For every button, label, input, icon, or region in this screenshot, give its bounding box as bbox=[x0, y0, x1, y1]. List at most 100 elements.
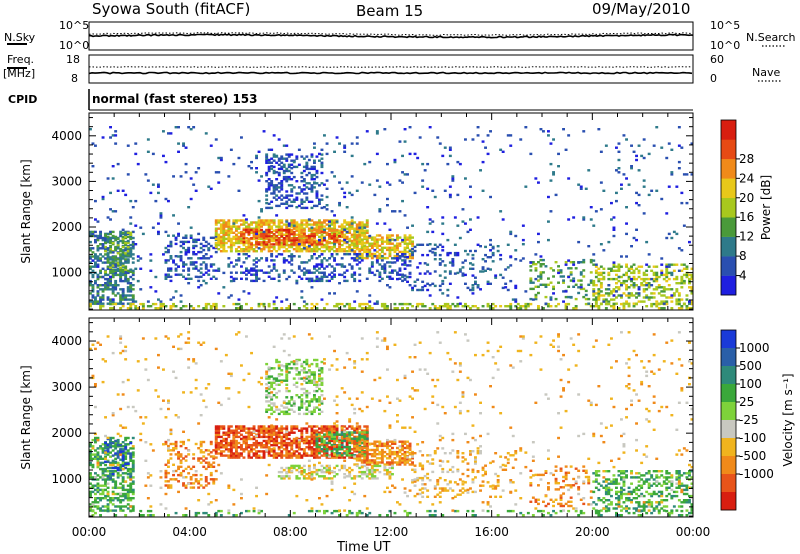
velocity-cell bbox=[219, 439, 223, 443]
velocity-cell bbox=[285, 456, 289, 459]
power-cell bbox=[285, 225, 289, 228]
velocity-cell bbox=[240, 446, 243, 449]
power-cell bbox=[396, 248, 399, 252]
power-cell bbox=[252, 221, 256, 224]
velocity-cell bbox=[340, 447, 344, 451]
power-cell bbox=[222, 286, 226, 289]
power-cell bbox=[355, 259, 359, 262]
power-cell bbox=[114, 263, 118, 266]
power-cell bbox=[650, 305, 654, 308]
velocity-cell bbox=[119, 465, 123, 469]
power-cell bbox=[370, 246, 374, 249]
velocity-cell bbox=[124, 451, 128, 454]
velocity-cell bbox=[315, 439, 319, 442]
velocity-cell bbox=[247, 452, 251, 455]
power-cell bbox=[552, 269, 555, 272]
power-cell bbox=[267, 228, 271, 232]
power-cell bbox=[270, 148, 274, 151]
power-cell bbox=[637, 144, 641, 147]
velocity-cell bbox=[94, 441, 97, 444]
power-cell bbox=[396, 244, 399, 247]
power-cell bbox=[149, 286, 153, 289]
power-cell bbox=[428, 218, 432, 221]
power-cell bbox=[602, 267, 606, 270]
power-cell bbox=[675, 277, 679, 281]
velocity-cell bbox=[260, 425, 263, 428]
velocity-cell bbox=[315, 437, 319, 440]
power-cell bbox=[330, 277, 334, 280]
power-cell bbox=[552, 171, 555, 174]
power-cell bbox=[307, 259, 311, 262]
power-cell bbox=[441, 232, 445, 236]
velocity-cell bbox=[224, 441, 228, 445]
power-cell bbox=[355, 189, 359, 192]
power-cell bbox=[313, 186, 316, 189]
power-cell bbox=[549, 298, 553, 301]
velocity-cell bbox=[335, 447, 339, 451]
velocity-cell bbox=[104, 480, 107, 483]
power-cell bbox=[348, 307, 352, 310]
power-cell bbox=[564, 295, 568, 299]
velocity-cell bbox=[237, 427, 241, 430]
power-cell bbox=[431, 247, 435, 251]
power-cell bbox=[297, 255, 301, 258]
power-cell bbox=[589, 279, 593, 282]
power-cell bbox=[313, 142, 316, 145]
power-cell bbox=[582, 269, 586, 272]
velocity-cell bbox=[202, 486, 206, 489]
power-cell bbox=[247, 232, 251, 236]
power-cell bbox=[192, 267, 196, 270]
power-cell bbox=[534, 253, 538, 256]
power-cell bbox=[360, 181, 364, 184]
power-cell bbox=[660, 307, 664, 310]
power-cell bbox=[207, 185, 211, 188]
power-cell bbox=[597, 273, 601, 277]
power-cell bbox=[114, 142, 118, 145]
power-cell bbox=[391, 271, 394, 274]
velocity-cell bbox=[111, 486, 115, 489]
power-cell bbox=[134, 305, 138, 308]
velocity-cell bbox=[282, 448, 286, 451]
power-cell bbox=[458, 268, 462, 271]
velocity-cell bbox=[124, 505, 128, 508]
power-cell bbox=[174, 255, 178, 258]
velocity-cell bbox=[285, 454, 289, 457]
velocity-cell bbox=[126, 492, 130, 496]
power-cell bbox=[315, 265, 319, 268]
velocity-cell bbox=[126, 449, 130, 452]
power-cell bbox=[124, 266, 128, 269]
power-cell bbox=[177, 142, 180, 145]
velocity-cell bbox=[335, 429, 339, 432]
power-cell bbox=[612, 294, 616, 297]
power-cell bbox=[270, 165, 274, 168]
velocity-cell bbox=[292, 441, 296, 445]
power-cell bbox=[363, 231, 367, 234]
power-cell bbox=[310, 219, 314, 222]
power-cell bbox=[615, 269, 618, 272]
power-cell bbox=[338, 302, 341, 306]
velocity-cell bbox=[121, 492, 125, 496]
power-cell bbox=[182, 305, 185, 308]
power-cell bbox=[675, 275, 679, 279]
power-cell bbox=[630, 294, 633, 297]
power-cell bbox=[280, 167, 284, 171]
power-cell bbox=[320, 153, 324, 156]
power-cell bbox=[310, 188, 314, 191]
power-cell bbox=[335, 302, 339, 306]
power-cell bbox=[96, 257, 100, 260]
power-cell bbox=[126, 144, 130, 147]
power-cell bbox=[235, 225, 238, 228]
power-cell bbox=[292, 175, 296, 179]
power-cell bbox=[300, 237, 304, 241]
power-cell bbox=[179, 244, 183, 248]
velocity-cell bbox=[290, 439, 294, 443]
power-cell bbox=[431, 230, 435, 234]
power-cell bbox=[421, 280, 425, 283]
power-cell bbox=[305, 167, 309, 171]
power-cell bbox=[300, 171, 304, 175]
power-cell bbox=[386, 238, 389, 241]
velocity-cell bbox=[104, 494, 107, 498]
velocity-cell bbox=[235, 439, 238, 443]
power-cell bbox=[677, 144, 681, 147]
power-cell bbox=[295, 241, 299, 245]
